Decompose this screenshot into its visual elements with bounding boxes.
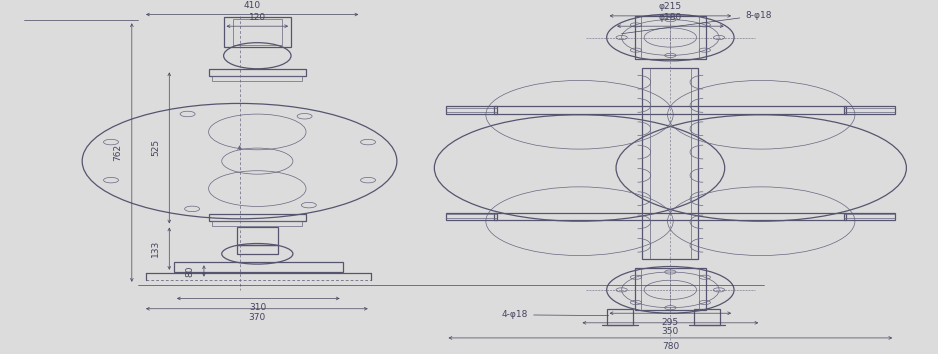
Text: 295: 295 (662, 318, 679, 327)
Bar (635, 268, 706, 310)
Text: 133: 133 (151, 240, 159, 257)
Bar (174, 262, 342, 272)
Bar (635, 16, 706, 59)
Bar (607, 309, 633, 325)
Bar (223, 17, 291, 47)
Text: 310: 310 (250, 303, 267, 312)
Bar (494, 106, 846, 114)
Text: 410: 410 (244, 1, 261, 10)
Text: 120: 120 (249, 13, 265, 22)
Text: 370: 370 (249, 313, 265, 322)
Bar (236, 245, 278, 254)
Bar (446, 106, 497, 114)
Text: 525: 525 (151, 139, 159, 156)
Bar (843, 106, 895, 114)
Text: 8-φ18: 8-φ18 (622, 11, 772, 34)
Bar (494, 213, 846, 220)
Bar (212, 76, 302, 81)
Bar (843, 213, 895, 220)
Text: 80: 80 (186, 265, 194, 277)
Text: 4-φ18: 4-φ18 (502, 310, 609, 319)
Text: 350: 350 (661, 327, 679, 336)
Text: 780: 780 (661, 342, 679, 352)
Text: 762: 762 (113, 144, 123, 161)
Bar (208, 214, 306, 221)
Bar (694, 309, 720, 325)
Bar (236, 227, 278, 245)
Bar (643, 68, 699, 259)
Text: φ215: φ215 (658, 2, 682, 11)
Bar (446, 213, 497, 220)
Text: φ180: φ180 (658, 13, 682, 22)
Bar (208, 69, 306, 76)
Bar (212, 221, 302, 226)
Bar (233, 19, 281, 45)
